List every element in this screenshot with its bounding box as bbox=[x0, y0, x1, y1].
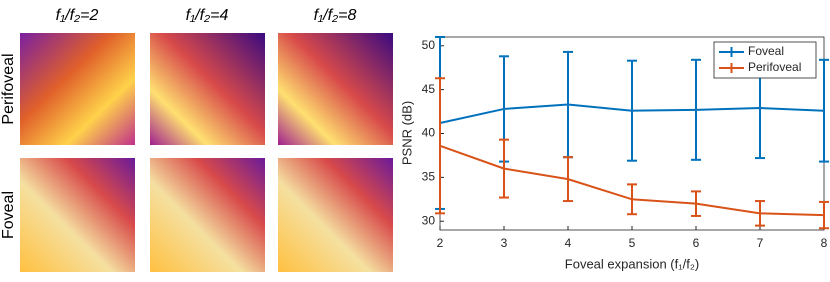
x-tick-label: 5 bbox=[629, 236, 636, 250]
y-tick-label: 35 bbox=[422, 170, 436, 184]
error-bar bbox=[563, 156, 573, 203]
image-grid: f₁/f₂=2 f₁/f₂=4 f₁/f₂=8 Perifoveal Fovea… bbox=[0, 7, 393, 272]
column-label: f₁/f₂=8 bbox=[314, 7, 357, 24]
x-tick-label: 3 bbox=[501, 236, 508, 250]
y-tick-label: 45 bbox=[422, 82, 436, 96]
image bbox=[278, 158, 393, 272]
error-bar bbox=[435, 77, 445, 215]
error-bar bbox=[627, 183, 637, 216]
image bbox=[20, 158, 135, 272]
legend-label: Perifoveal bbox=[748, 60, 801, 74]
image bbox=[150, 33, 265, 145]
error-bar bbox=[627, 59, 637, 162]
error-bar bbox=[755, 200, 765, 227]
y-tick-label: 30 bbox=[422, 213, 436, 227]
y-tick-label: 50 bbox=[422, 38, 436, 52]
image bbox=[278, 33, 393, 145]
y-tick-label: 40 bbox=[422, 126, 436, 140]
error-bar bbox=[499, 138, 509, 199]
x-tick-label: 4 bbox=[565, 236, 572, 250]
x-tick-label: 8 bbox=[821, 236, 828, 250]
error-bar bbox=[819, 200, 829, 230]
x-tick-label: 2 bbox=[437, 236, 444, 250]
legend-label: Foveal bbox=[748, 44, 784, 58]
error-bar bbox=[691, 190, 701, 217]
row-label: Perifoveal bbox=[0, 53, 17, 124]
image bbox=[150, 158, 265, 272]
row-label: Foveal bbox=[0, 191, 17, 239]
error-bar bbox=[691, 58, 701, 161]
column-label: f₁/f₂=2 bbox=[56, 7, 99, 24]
error-bar bbox=[819, 58, 829, 163]
x-tick-label: 6 bbox=[693, 236, 700, 250]
column-label: f₁/f₂=4 bbox=[186, 7, 229, 24]
y-axis-label: PSNR (dB) bbox=[399, 101, 414, 165]
image bbox=[20, 33, 135, 145]
x-tick-label: 7 bbox=[757, 236, 764, 250]
x-axis-label: Foveal expansion (f₁/f₂) bbox=[565, 256, 699, 271]
